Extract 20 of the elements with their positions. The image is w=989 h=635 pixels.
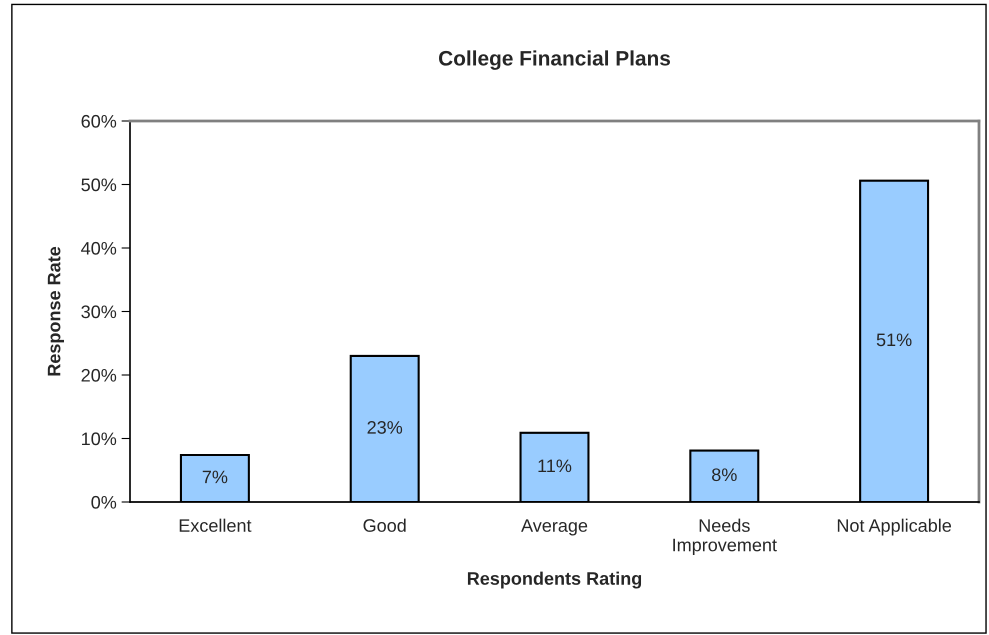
x-axis-title: Respondents Rating (468, 572, 642, 589)
data-label: 23% (368, 421, 402, 434)
data-label: 11% (538, 460, 572, 472)
y-axis-title: Response Rate (48, 246, 64, 376)
data-label: 8% (712, 468, 737, 482)
data-label: 51% (876, 333, 912, 346)
y-tick-label: 0% (91, 496, 116, 509)
y-tick-label: 50% (81, 178, 116, 192)
x-tick-label: Not Applicable (838, 518, 952, 536)
y-tick-label: 30% (81, 305, 116, 318)
y-tick-label: 20% (82, 368, 116, 382)
y-tick-label: 60% (82, 114, 116, 128)
data-label: 7% (202, 470, 228, 484)
chart-title: College Financial Plans (439, 50, 670, 70)
x-tick-label: Good (364, 518, 406, 532)
x-tick-label: Needs Improvement (673, 518, 777, 555)
y-tick-label: 10% (82, 432, 116, 446)
y-tick-label: 40% (81, 242, 116, 255)
x-tick-label: Excellent (180, 518, 252, 532)
x-tick-label: Average (521, 519, 588, 536)
